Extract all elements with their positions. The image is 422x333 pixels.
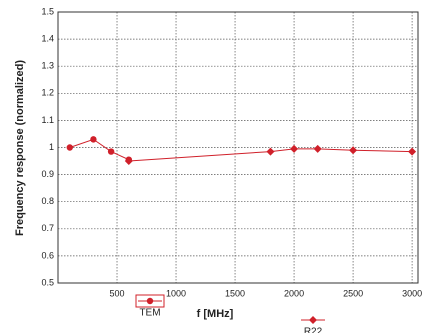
- series-line: [69, 138, 130, 161]
- marker: [349, 146, 358, 155]
- y-tick-label: 1: [49, 142, 54, 152]
- y-tick-label: 1.4: [41, 33, 54, 43]
- y-tick-label: 0.7: [41, 223, 54, 233]
- legend-label: TEM: [139, 308, 160, 319]
- x-tick-label: 1500: [225, 288, 245, 298]
- x-tick-label: 2000: [284, 288, 304, 298]
- y-tick-label: 1.5: [41, 6, 54, 16]
- marker: [408, 147, 417, 156]
- y-tick-label: 1.2: [41, 88, 54, 98]
- y-tick-label: 0.8: [41, 196, 54, 206]
- x-tick-label: 500: [110, 288, 125, 298]
- legend-label: R22: [304, 327, 323, 333]
- marker: [90, 136, 97, 143]
- y-tick-label: 0.9: [41, 169, 54, 179]
- y-tick-label: 0.5: [41, 277, 54, 287]
- marker: [313, 144, 322, 153]
- y-tick-label: 1.1: [41, 115, 54, 125]
- marker: [266, 147, 275, 156]
- marker: [66, 144, 74, 151]
- x-tick-label: 2500: [343, 288, 363, 298]
- marker: [290, 144, 299, 153]
- x-tick-label: 3000: [402, 288, 422, 298]
- series-line: [128, 148, 413, 162]
- marker: [107, 148, 115, 155]
- marker: [146, 297, 154, 305]
- y-tick-label: 1.3: [41, 61, 54, 71]
- marker: [309, 316, 317, 324]
- marker: [124, 157, 133, 166]
- y-tick-label: 0.6: [41, 250, 54, 260]
- legend-box: [135, 294, 165, 308]
- y-axis-title: Frequency response (normalized): [14, 60, 26, 236]
- x-tick-label: 1000: [166, 288, 186, 298]
- plot-frame: [57, 11, 419, 284]
- x-axis-title: f [MHz]: [197, 308, 234, 320]
